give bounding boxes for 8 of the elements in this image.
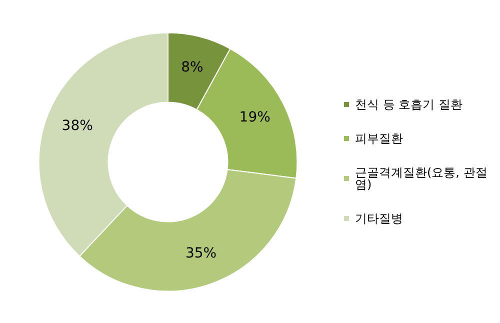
data-label: 8% [181,60,204,76]
data-label: 19% [239,110,270,126]
legend-label: 근골격계질환(요통, 관절염) [355,166,488,192]
data-label: 35% [185,246,217,262]
legend-label: 피부질환 [355,132,403,146]
data-label: 38% [62,118,93,134]
legend-label: 기타질병 [355,212,403,226]
legend-label: 천식 등 호흡기 질환 [355,98,462,112]
